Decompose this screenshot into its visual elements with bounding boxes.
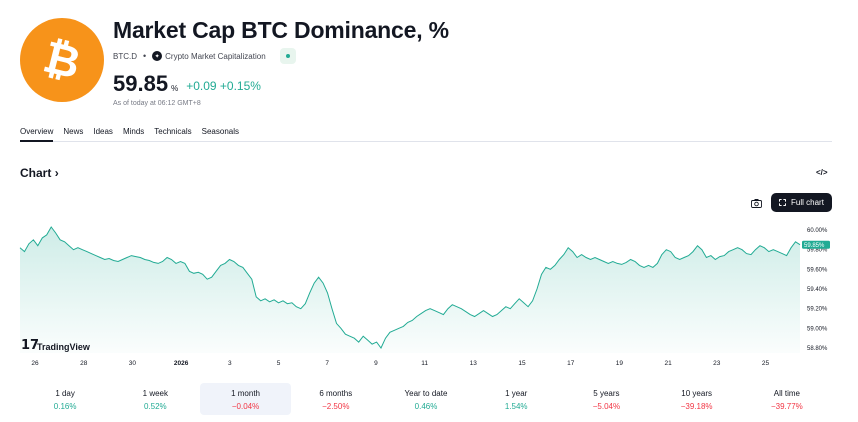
x-tick-label: 17 — [567, 360, 575, 367]
full-chart-button[interactable]: Full chart — [771, 193, 832, 212]
tab-minds[interactable]: Minds — [122, 127, 145, 136]
x-tick-label: 25 — [762, 360, 770, 367]
nav-tabs: Overview News Ideas Minds Technicals Sea… — [20, 127, 832, 142]
price-block: 59.85 % +0.09 +0.15% — [113, 72, 261, 96]
x-tick-label: 21 — [664, 360, 672, 367]
performance-periods: 1 day 0.16% 1 week 0.52% 1 month −0.04% 6 m… — [20, 383, 832, 415]
camera-icon[interactable] — [748, 196, 764, 210]
x-tick-label: 7 — [325, 360, 329, 367]
x-tick-label: 19 — [616, 360, 624, 367]
period-year-to-date[interactable]: Year to date 0.46% — [404, 389, 448, 411]
tab-overview[interactable]: Overview — [20, 127, 54, 142]
x-tick-label: 13 — [470, 360, 478, 367]
last-value-label: 59.85% — [804, 243, 825, 249]
period-1-year[interactable]: 1 year 1.54% — [504, 389, 528, 411]
chart-heading-text: Chart — [20, 166, 52, 180]
btc-logo-icon: ₿ — [20, 18, 104, 102]
fullscreen-icon — [779, 199, 787, 206]
symbol-meta: BTC.D • ✦ Crypto Market Capitalization — [113, 47, 296, 65]
y-tick-label: 59.00% — [807, 326, 828, 332]
x-tick-label: 11 — [421, 360, 428, 367]
period-5-years[interactable]: 5 years −5.04% — [592, 389, 621, 411]
x-tick-label: 3 — [228, 360, 232, 367]
x-tick-label: 2026 — [174, 360, 189, 367]
y-tick-label: 58.80% — [807, 346, 828, 352]
full-chart-label: Full chart — [791, 198, 824, 207]
x-tick-label: 5 — [277, 360, 281, 367]
period-1-month[interactable]: 1 month −0.04% — [200, 383, 291, 415]
last-value-badge — [802, 240, 830, 249]
as-of-timestamp: As of today at 06:12 GMT+8 — [113, 100, 201, 107]
x-tick-label: 26 — [31, 360, 39, 367]
period-10-years[interactable]: 10 years −39.18% — [680, 389, 713, 411]
period-6-months[interactable]: 6 months −2.50% — [319, 389, 353, 411]
x-tick-label: 9 — [374, 360, 378, 367]
embed-code-icon[interactable]: </> — [816, 168, 828, 177]
tab-seasonals[interactable]: Seasonals — [201, 127, 239, 136]
tv-logo-icon: ✦ — [152, 51, 163, 61]
chart-series-line — [19, 226, 801, 349]
tradingview-watermark-text: TradingView — [37, 342, 91, 352]
price-change: +0.09 +0.15% — [186, 79, 261, 93]
period-1-day[interactable]: 1 day 0.16% — [53, 389, 77, 411]
svg-text:17: 17 — [21, 338, 39, 353]
x-tick-label: 23 — [713, 360, 721, 367]
price-unit: % — [171, 84, 179, 93]
period-all-time[interactable]: All time −39.77% — [770, 389, 803, 411]
tab-ideas[interactable]: Ideas — [93, 127, 113, 136]
tab-news[interactable]: News — [63, 127, 84, 136]
page-title: Market Cap BTC Dominance, % — [113, 17, 449, 43]
chart-area-fill — [20, 227, 800, 353]
btc-dominance-chart[interactable]: 60.00% 59.80% 59.60% 59.40% 59.20% 59.00% 58.8… — [0, 218, 858, 373]
x-tick-label: 30 — [129, 360, 137, 367]
tab-technicals[interactable]: Technicals — [154, 127, 192, 136]
x-tick-label: 28 — [80, 360, 88, 367]
y-tick-label: 59.80% — [807, 248, 828, 254]
y-tick-label: 59.60% — [807, 267, 828, 273]
period-1-week[interactable]: 1 week 0.52% — [142, 389, 168, 411]
tradingview-watermark: 17 TradingView — [21, 338, 91, 353]
y-tick-label: 59.40% — [807, 287, 828, 293]
chevron-right-icon: › — [54, 166, 59, 180]
x-tick-label: 15 — [518, 360, 526, 367]
market-status-button[interactable] — [279, 48, 296, 64]
chart-heading-link[interactable]: Chart › — [20, 166, 59, 180]
y-tick-label: 59.20% — [807, 307, 828, 313]
y-tick-label: 60.00% — [807, 228, 828, 234]
symbol-ticker[interactable]: BTC.D — [113, 51, 137, 61]
status-dot-icon — [285, 54, 290, 58]
price-value: 59.85 — [113, 71, 169, 96]
separator-dot: • — [143, 51, 147, 61]
source-link[interactable]: Crypto Market Capitalization — [165, 51, 266, 61]
